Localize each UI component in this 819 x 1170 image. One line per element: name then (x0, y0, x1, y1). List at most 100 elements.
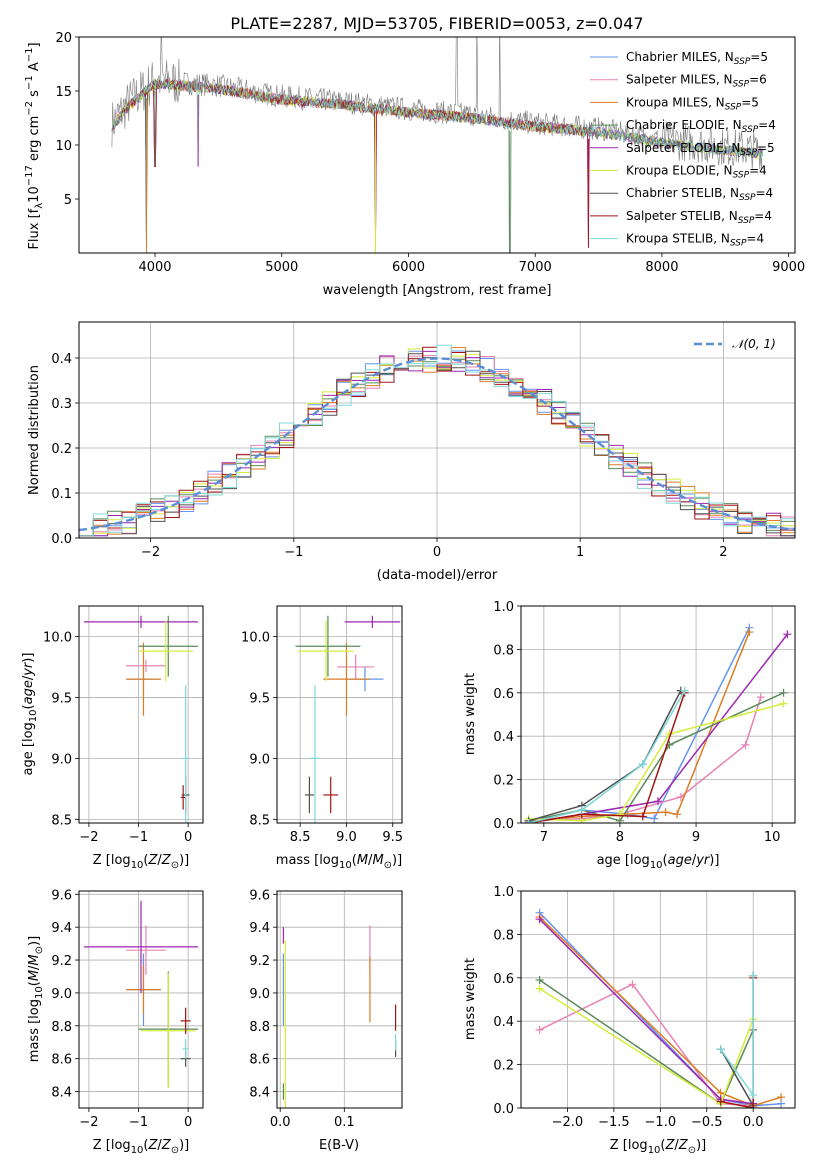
label-part: 10 (34, 986, 45, 999)
y-tick-label: 9.4 (51, 921, 72, 936)
y-tick-label: 9.5 (51, 691, 72, 706)
label-part: mass [ (27, 1019, 42, 1062)
label-part: ⊙ (688, 1145, 696, 1156)
label-part: Z (678, 1138, 689, 1153)
model-spectrum (111, 79, 763, 253)
label-part: s (27, 90, 42, 101)
data-point-marker (777, 1093, 786, 1102)
chart-title: PLATE=2287, MJD=53705, FIBERID=0053, z=0… (230, 14, 643, 33)
y-tick-label: 0.2 (493, 1059, 514, 1074)
x-tick-label: 0.0 (743, 1115, 764, 1130)
label-part: A (27, 62, 42, 75)
legend-tail: =4 (754, 209, 772, 223)
label-part: λ (34, 203, 45, 209)
label-part: Z (161, 853, 172, 868)
data-point-marker (535, 975, 544, 984)
x-tick-label: 0.0 (270, 1115, 291, 1130)
y-axis-label: age [log10(age/yr)] (21, 653, 39, 776)
mass-weight-series (539, 979, 754, 1105)
y-tick-label: 0.8 (493, 928, 514, 943)
legend-tail: =4 (756, 186, 774, 200)
legend-label: Salpeter MILES, NSSP=6 (626, 73, 767, 90)
label-part: 10 (339, 860, 352, 871)
legend-label: Chabrier STELIB, NSSP=4 (626, 186, 773, 203)
legend-tail: =6 (749, 73, 767, 87)
x-tick-label: −2 (79, 1115, 98, 1130)
y-tick-label: 0.3 (51, 397, 72, 412)
label-part: Flux [f (27, 208, 42, 249)
mass-weight-series (539, 916, 782, 1107)
label-part: mass [ (276, 853, 319, 868)
y-tick-label: 9.0 (249, 987, 270, 1002)
legend-text: Kroupa ELODIE, N (626, 164, 733, 178)
x-tick-label: −1.0 (645, 1115, 677, 1130)
y-tick-label: 5 (64, 193, 72, 208)
label-part: Z (148, 1138, 159, 1153)
label-part: Z [ (93, 1138, 111, 1153)
label-part: )] (179, 853, 189, 868)
data-point-marker (654, 797, 662, 806)
mass-weight-series (528, 690, 686, 823)
label-part: / (368, 853, 373, 868)
data-point-marker (535, 915, 544, 924)
legend-text: Kroupa STELIB, N (626, 232, 730, 246)
axes-frame (520, 890, 796, 1109)
label-part: age (21, 680, 36, 704)
label-part: )] (696, 1138, 706, 1153)
y-tick-label: 8.6 (51, 1053, 72, 1068)
x-axis-label: (data-model)/error (377, 568, 498, 583)
label-part: / (692, 853, 697, 868)
y-tick-label: 0.0 (493, 817, 514, 832)
legend-label-normal: 𝒩(0, 1) (732, 337, 776, 351)
legend-sub: SSP (730, 239, 747, 249)
label-part: ⊙ (34, 946, 45, 954)
mass-weight-series (528, 692, 686, 823)
data-point-marker (756, 693, 765, 702)
label-part: −2 (24, 101, 35, 116)
data-point-marker (628, 980, 637, 989)
x-tick-label: −1 (129, 1115, 148, 1130)
data-point-marker (749, 1090, 758, 1099)
label-part: 10 (648, 1145, 661, 1156)
axes-3: −2 −1 0 8.5 9.0 9.5 10.0 (43, 605, 204, 845)
x-axis-label: E(B-V) (319, 1138, 359, 1153)
legend-label: Chabrier ELODIE, NSSP=4 (626, 118, 776, 135)
y-tick-label: 9.2 (51, 954, 72, 969)
data-point-marker (615, 810, 624, 819)
x-axis-label: Z [log10(Z/Z⊙)] (93, 853, 190, 871)
y-tick-label: 9.0 (249, 752, 270, 767)
label-part: / (27, 965, 42, 970)
x-axis-label: Z [log10(Z/Z⊙)] (93, 1138, 190, 1156)
legend-tail: =4 (746, 232, 764, 246)
legend-text: Chabrier ELODIE, N (626, 118, 742, 132)
y-tick-label: 9.2 (249, 954, 270, 969)
x-tick-label: −1 (129, 830, 148, 845)
x-tick-label: 10 (764, 830, 781, 845)
label-part: −17 (24, 165, 35, 186)
legend-tail: =5 (741, 95, 759, 109)
legend-text: Chabrier STELIB, N (626, 186, 739, 200)
label-part: yr (695, 853, 711, 868)
plot-area (79, 344, 795, 537)
legend-sub: SSP (738, 216, 755, 226)
label-part: 10 (650, 860, 663, 871)
x-tick-label: 8 (616, 830, 624, 845)
data-point-marker (673, 810, 682, 819)
data-point-marker (779, 688, 788, 697)
axes-4: 8.5 9.0 9.5 8.5 9.0 9.5 10.0 (241, 605, 403, 845)
x-axis-label: wavelength [Angstrom, rest frame] (323, 283, 552, 298)
data-point-marker (783, 630, 792, 639)
x-tick-label: −2 (141, 545, 160, 560)
label-part: ⊙ (384, 860, 392, 871)
label-part: )] (709, 853, 719, 868)
mass-weight-series (528, 633, 788, 823)
y-tick-label: 0.8 (493, 643, 514, 658)
legend-label: Salpeter STELIB, NSSP=4 (626, 209, 772, 226)
y-tick-label: 0.6 (493, 687, 514, 702)
x-tick-label: 0 (184, 830, 192, 845)
x-tick-label: 1 (576, 545, 584, 560)
y-tick-label: 0.4 (493, 730, 514, 745)
legend-sub: SSP (733, 80, 750, 90)
label-part: M (357, 853, 368, 868)
